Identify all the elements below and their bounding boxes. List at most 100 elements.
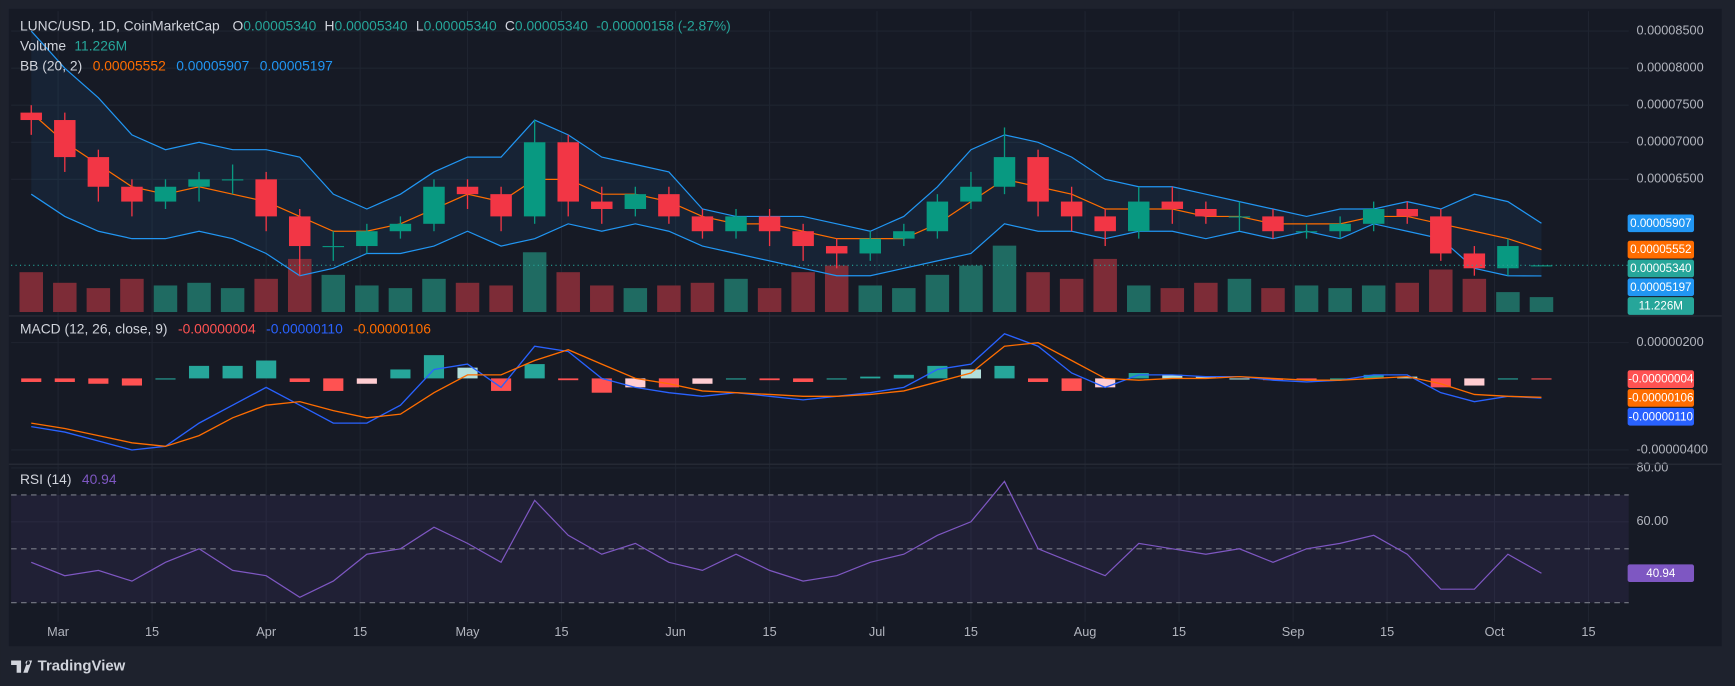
candle-body: [54, 120, 76, 158]
x-tick-label: 15: [1581, 624, 1595, 639]
ohlc-key: O: [232, 17, 243, 33]
price-badge: [1627, 278, 1695, 297]
macd-histogram-bar: [1262, 378, 1284, 381]
macd-histogram-bar: [1497, 378, 1518, 380]
volume-bar: [1227, 278, 1252, 313]
volume-bar: [757, 288, 782, 313]
ohlc-key: C: [505, 17, 515, 33]
y-tick-label: 0.00008000: [1636, 60, 1703, 75]
bb-line: [30, 112, 1542, 251]
candle-body: [423, 186, 445, 224]
candle-body: [87, 157, 110, 187]
price-badge: [1627, 214, 1695, 233]
x-tick-label: Sep: [1282, 624, 1305, 639]
volume-bar: [321, 274, 346, 313]
macd-histogram-bar: [491, 378, 512, 391]
ohlc-value: 0.00005340: [515, 17, 588, 33]
volume-bar: [892, 288, 916, 313]
candle-body: [322, 246, 345, 248]
macd-histogram-bar: [21, 378, 42, 382]
macd-line: [31, 341, 1542, 448]
volume-bar: [858, 285, 883, 313]
price-badge-label: 40.94: [1646, 567, 1676, 580]
bb-basis: 0.00005552: [93, 57, 166, 73]
candle-body: [1396, 208, 1418, 217]
candle-body: [658, 194, 680, 217]
price-badge: [1627, 370, 1695, 388]
candle-body: [993, 157, 1016, 187]
price-badge-label: 0.00005552: [1630, 243, 1691, 256]
rsi-name: RSI (14): [20, 471, 71, 487]
price-badge-label: 0.00005197: [1630, 281, 1691, 294]
candle-body: [591, 201, 613, 209]
price-legend: LUNC/USD, 1D, CoinMarketCap O0.00005340 …: [20, 17, 731, 33]
volume-value: 11.226M: [74, 37, 127, 53]
plot-layer: Mar 15 Apr 15 May 15 Jun 15 Jul 15 Aug 15 Sep 15 Oct 15…: [11, 11, 1708, 639]
macd-histogram-bar: [893, 374, 914, 379]
volume-bar: [1462, 278, 1487, 313]
y-tick-label: 0.00000200: [1636, 334, 1703, 349]
volume-bar: [1294, 285, 1319, 313]
candle-body: [691, 216, 714, 232]
rsi-legend: RSI (14) 40.94: [20, 471, 117, 487]
price-badge-label: 0.00005340: [1630, 262, 1691, 275]
macd-name: MACD (12, 26, close, 9): [20, 320, 168, 336]
price-badge: [1627, 564, 1695, 583]
candle-body: [490, 194, 512, 217]
volume-bar: [1059, 278, 1084, 313]
volume-bar: [590, 285, 614, 313]
y-tick-label: 80.00: [1636, 459, 1668, 474]
candle-body: [356, 231, 378, 247]
bb-lower: 0.00005197: [260, 57, 333, 73]
candle-body: [389, 223, 412, 232]
candle-body: [859, 238, 882, 254]
price-badge: [1627, 240, 1695, 259]
candle-body: [1530, 265, 1553, 267]
candle-body: [1195, 208, 1217, 217]
macd-histogram-bar: [1531, 378, 1552, 380]
volume-bar: [1496, 292, 1520, 313]
volume-bar: [657, 285, 681, 313]
bb-upper: 0.00005907: [176, 57, 249, 73]
macd-histogram-bar: [994, 365, 1015, 379]
macd-histogram-bar: [457, 367, 478, 379]
volume-bar: [724, 278, 748, 313]
macd-histogram-bar: [625, 378, 646, 388]
x-tick-label: 15: [1380, 624, 1394, 639]
volume-bar: [791, 272, 815, 313]
y-tick-label: 0.00008500: [1636, 22, 1703, 37]
price-badge-label: 11.226M: [1639, 300, 1683, 313]
x-tick-label: 15: [554, 624, 568, 639]
candle-body: [1497, 246, 1519, 269]
macd-line: [31, 332, 1542, 451]
price-badge: [1627, 297, 1695, 315]
candle-body: [1094, 216, 1116, 232]
macd-histogram-bar: [558, 378, 579, 381]
macd-histogram-bar: [1330, 378, 1351, 380]
x-tick-label: 15: [964, 624, 978, 639]
macd-histogram-bar: [1229, 378, 1250, 380]
price-badge-label: -0.00000106: [1628, 392, 1693, 405]
candle-body: [893, 231, 915, 239]
macd-histogram-bar: [860, 376, 881, 379]
candle-body: [188, 179, 210, 187]
volume-bar: [1160, 288, 1185, 313]
volume-bar: [153, 285, 178, 313]
candle-body: [1060, 201, 1083, 217]
candle-body: [154, 186, 177, 202]
candle-body: [1161, 201, 1184, 209]
volume-bar: [388, 288, 413, 313]
candle-body: [221, 179, 244, 181]
candle-body: [1295, 231, 1318, 233]
ohlc-key: H: [325, 17, 335, 33]
volume-bar: [19, 272, 43, 313]
candle-body: [1362, 208, 1385, 224]
price-badge: [1627, 407, 1695, 426]
macd-histogram-bar: [725, 378, 747, 380]
volume-bar: [1194, 282, 1218, 313]
volume-bar: [824, 265, 849, 313]
y-tick-label: 60.00: [1636, 513, 1668, 528]
macd-histogram-bar: [692, 378, 713, 384]
macd-histogram-bar: [155, 378, 176, 380]
macd-histogram-bar: [289, 378, 310, 382]
